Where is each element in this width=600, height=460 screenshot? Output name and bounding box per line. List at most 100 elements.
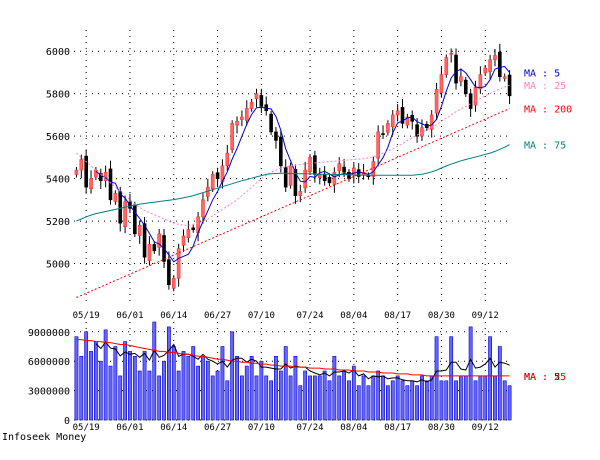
candle-body	[444, 57, 449, 75]
volume-bar	[113, 346, 118, 421]
volume-x-tick-label: 05/19	[73, 423, 100, 433]
volume-x-tick-label: 08/17	[384, 423, 411, 433]
ma-line-0	[95, 65, 510, 263]
volume-bar	[205, 360, 210, 421]
volume-bar	[410, 380, 415, 421]
price-x-tick-label: 08/30	[428, 311, 455, 321]
volume-bar	[157, 375, 162, 421]
volume-bar	[128, 351, 132, 421]
volume-bar	[196, 365, 201, 421]
price-panel: 5000 5200 5400 5600 5800 6000 05/19 06/01 06/14 0…	[46, 30, 572, 321]
volume-x-tick-label: 06/27	[204, 423, 231, 433]
ma-label: MA : 25	[524, 81, 566, 92]
price-y-tick-label: 6000	[46, 47, 70, 58]
volume-bar	[74, 336, 79, 421]
candle-body	[434, 89, 439, 114]
candle-body	[356, 169, 361, 177]
volume-bar	[342, 370, 347, 421]
candle-body	[288, 165, 293, 186]
volume-bar	[463, 375, 468, 421]
volume-x-tick-label: 09/12	[472, 423, 499, 433]
candle-body	[459, 76, 463, 82]
volume-bar	[322, 370, 327, 421]
volume-bar	[385, 385, 390, 421]
price-y-tick-label: 5000	[46, 260, 70, 271]
volume-bar	[493, 375, 497, 421]
volume-bar	[264, 375, 269, 421]
candle-body	[181, 235, 186, 246]
candle-body	[108, 168, 113, 201]
ma-line-1	[76, 84, 510, 226]
volume-bar	[424, 380, 429, 421]
candle-body	[137, 225, 142, 236]
volume-bar	[142, 351, 147, 421]
volume-bar	[152, 321, 157, 421]
candle-body	[254, 93, 259, 100]
volume-bar	[171, 346, 176, 421]
volume-x-tick-label: 06/14	[160, 423, 187, 433]
volume-panel: 0 3000000 6000000 9000000 05/19 06/01 06/14 06/…	[28, 321, 566, 433]
candle-body	[366, 175, 371, 177]
price-y-tick-label: 5600	[46, 132, 70, 143]
volume-bar	[94, 341, 98, 421]
candle-body	[244, 108, 249, 121]
volume-bar	[201, 355, 205, 421]
volume-bar	[118, 375, 123, 421]
volume-bar	[89, 351, 93, 421]
candle-body	[386, 123, 390, 133]
candle-body	[473, 87, 478, 106]
volume-bar	[137, 370, 142, 421]
candle-body	[171, 278, 176, 289]
volume-bar	[176, 370, 181, 421]
candle-body	[478, 74, 483, 90]
candle-body	[274, 131, 278, 141]
ma-label: MA : 75	[524, 141, 566, 152]
volume-x-tick-label: 07/24	[296, 423, 323, 433]
volume-bar	[327, 380, 332, 421]
price-y-tick-label: 5200	[46, 217, 70, 228]
volume-bar	[390, 380, 395, 421]
candle-body	[98, 173, 103, 182]
volume-bar	[293, 355, 298, 421]
volume-bar	[488, 336, 493, 421]
candle-body	[84, 155, 88, 188]
volume-x-tick-label: 06/01	[116, 423, 143, 433]
volume-x-tick-label: 08/04	[340, 423, 367, 433]
candle-body	[191, 227, 196, 230]
candle-body	[123, 201, 127, 227]
candle-body	[493, 55, 497, 61]
candle-body	[454, 54, 458, 84]
volume-bar	[225, 380, 230, 421]
candle-body	[376, 131, 380, 159]
candle-body	[381, 133, 385, 135]
candle-body	[225, 152, 230, 167]
volume-bar	[444, 380, 449, 421]
price-x-tick-label: 05/19	[73, 311, 100, 321]
volume-bar	[278, 370, 283, 421]
volume-bar	[249, 355, 254, 421]
candle-body	[283, 167, 288, 188]
volume-bar	[303, 370, 308, 421]
volume-bar	[507, 385, 512, 421]
candle-body	[371, 161, 376, 177]
volume-bar	[147, 370, 152, 421]
candle-body	[279, 136, 283, 167]
candle-body	[89, 178, 93, 190]
candle-body	[308, 157, 312, 173]
volume-y-tick-label: 0	[64, 416, 70, 427]
candle-body	[395, 110, 400, 116]
volume-bar	[103, 329, 108, 421]
volume-bar	[167, 326, 171, 421]
volume-bar	[483, 375, 488, 421]
footer-source-label: Infoseek Money	[2, 432, 87, 443]
volume-bar	[274, 355, 278, 421]
volume-bar	[420, 375, 424, 421]
volume-bar	[405, 385, 410, 421]
volume-bar	[191, 346, 196, 421]
volume-bar	[230, 331, 235, 421]
candle-body	[142, 223, 147, 258]
candle-body	[133, 204, 137, 235]
volume-bar	[312, 375, 317, 421]
volume-bar	[415, 385, 420, 421]
